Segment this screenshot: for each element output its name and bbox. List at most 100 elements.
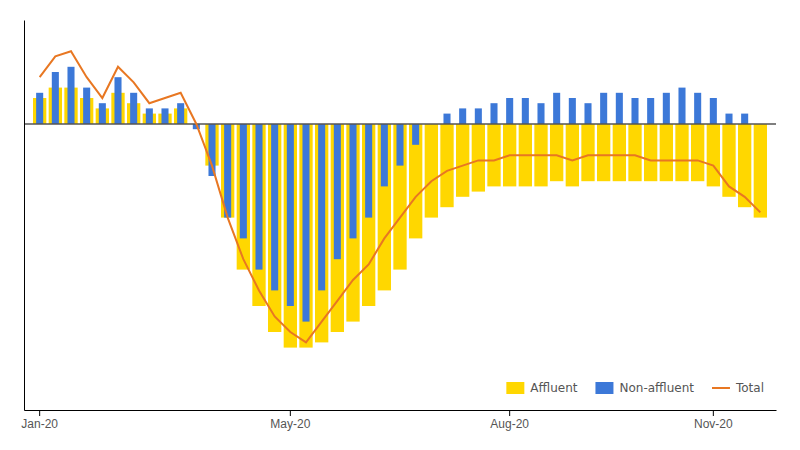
bar xyxy=(425,124,438,218)
bar xyxy=(255,124,262,270)
x-axis-line xyxy=(25,410,777,411)
legend: Affluent Non-affluent Total xyxy=(506,381,764,395)
bar xyxy=(506,98,513,124)
bar xyxy=(647,98,654,124)
bar xyxy=(600,93,607,124)
bar xyxy=(660,124,673,181)
x-tick: May-20 xyxy=(270,410,310,431)
bar xyxy=(396,124,403,166)
bar xyxy=(362,124,375,306)
bar xyxy=(741,114,748,124)
x-tick-mark xyxy=(509,410,510,416)
bar xyxy=(754,124,767,218)
bar xyxy=(569,98,576,124)
bar xyxy=(177,103,184,124)
bar xyxy=(581,124,594,181)
bar xyxy=(271,124,278,290)
plot-area xyxy=(24,51,776,347)
bar xyxy=(537,103,544,124)
bar xyxy=(584,103,591,124)
bar xyxy=(315,124,328,342)
bar xyxy=(710,98,717,124)
bar xyxy=(240,124,247,238)
bar xyxy=(616,93,623,124)
bar xyxy=(349,124,356,238)
x-axis: Jan-20 May-20 Aug-20 Nov-20 xyxy=(21,410,776,431)
zero-line xyxy=(24,123,776,125)
legend-label: Non-affluent xyxy=(619,381,694,395)
bar xyxy=(707,124,720,186)
bar xyxy=(224,124,231,218)
bar xyxy=(694,93,701,124)
bar xyxy=(67,67,74,124)
y-axis-line xyxy=(24,21,25,411)
bar xyxy=(440,124,453,207)
bar xyxy=(284,124,297,348)
bar xyxy=(52,72,59,124)
bar xyxy=(631,98,638,124)
line xyxy=(40,51,761,342)
bar xyxy=(691,124,704,181)
legend-swatch xyxy=(506,382,524,394)
x-tick-label: Jan-20 xyxy=(21,417,58,431)
bar xyxy=(381,124,388,186)
x-tick-label: May-20 xyxy=(270,417,310,431)
bar xyxy=(490,103,497,124)
bar xyxy=(566,124,579,186)
x-tick: Nov-20 xyxy=(694,410,733,431)
legend-item: Affluent xyxy=(506,381,577,395)
bar xyxy=(553,93,560,124)
bar xyxy=(409,124,422,238)
bar xyxy=(456,124,469,197)
bar xyxy=(252,124,265,306)
bar xyxy=(644,124,657,181)
bar xyxy=(36,93,43,124)
bar xyxy=(302,124,309,322)
legend-item: Total xyxy=(712,381,764,395)
x-tick-label: Aug-20 xyxy=(490,417,529,431)
bar xyxy=(318,124,325,290)
bar xyxy=(550,124,563,181)
bar xyxy=(130,93,137,124)
bar xyxy=(663,93,670,124)
bar xyxy=(378,124,391,290)
legend-item: Non-affluent xyxy=(595,381,694,395)
bar xyxy=(443,114,450,124)
x-tick: Aug-20 xyxy=(490,410,529,431)
x-tick-mark xyxy=(713,410,714,416)
bar xyxy=(146,108,153,124)
bar xyxy=(487,124,500,186)
bar xyxy=(628,124,641,181)
bar xyxy=(522,98,529,124)
bar xyxy=(287,124,294,306)
x-tick-label: Nov-20 xyxy=(694,417,733,431)
bar xyxy=(597,124,610,181)
bar-series xyxy=(36,67,748,322)
bar xyxy=(725,114,732,124)
bar xyxy=(393,124,406,270)
legend-label: Affluent xyxy=(530,381,577,395)
bar xyxy=(475,108,482,124)
bar xyxy=(299,124,312,348)
bar xyxy=(365,124,372,218)
bar xyxy=(346,124,359,322)
bar xyxy=(334,124,341,259)
legend-swatch xyxy=(595,382,613,394)
y-axis xyxy=(24,21,25,411)
bar xyxy=(268,124,281,332)
x-tick-mark xyxy=(290,410,291,416)
bar xyxy=(678,88,685,124)
bar xyxy=(459,108,466,124)
bar xyxy=(161,108,168,124)
bar xyxy=(114,77,121,124)
chart: Jan-20 May-20 Aug-20 Nov-20 Affluent Non-affl… xyxy=(0,0,800,450)
bar xyxy=(99,103,106,124)
bar xyxy=(472,124,485,192)
x-tick-mark xyxy=(39,410,40,416)
x-tick: Jan-20 xyxy=(21,410,58,431)
legend-label: Total xyxy=(735,381,764,395)
legend-swatch xyxy=(712,387,730,389)
bar xyxy=(613,124,626,181)
bar xyxy=(675,124,688,181)
bar xyxy=(412,124,419,145)
